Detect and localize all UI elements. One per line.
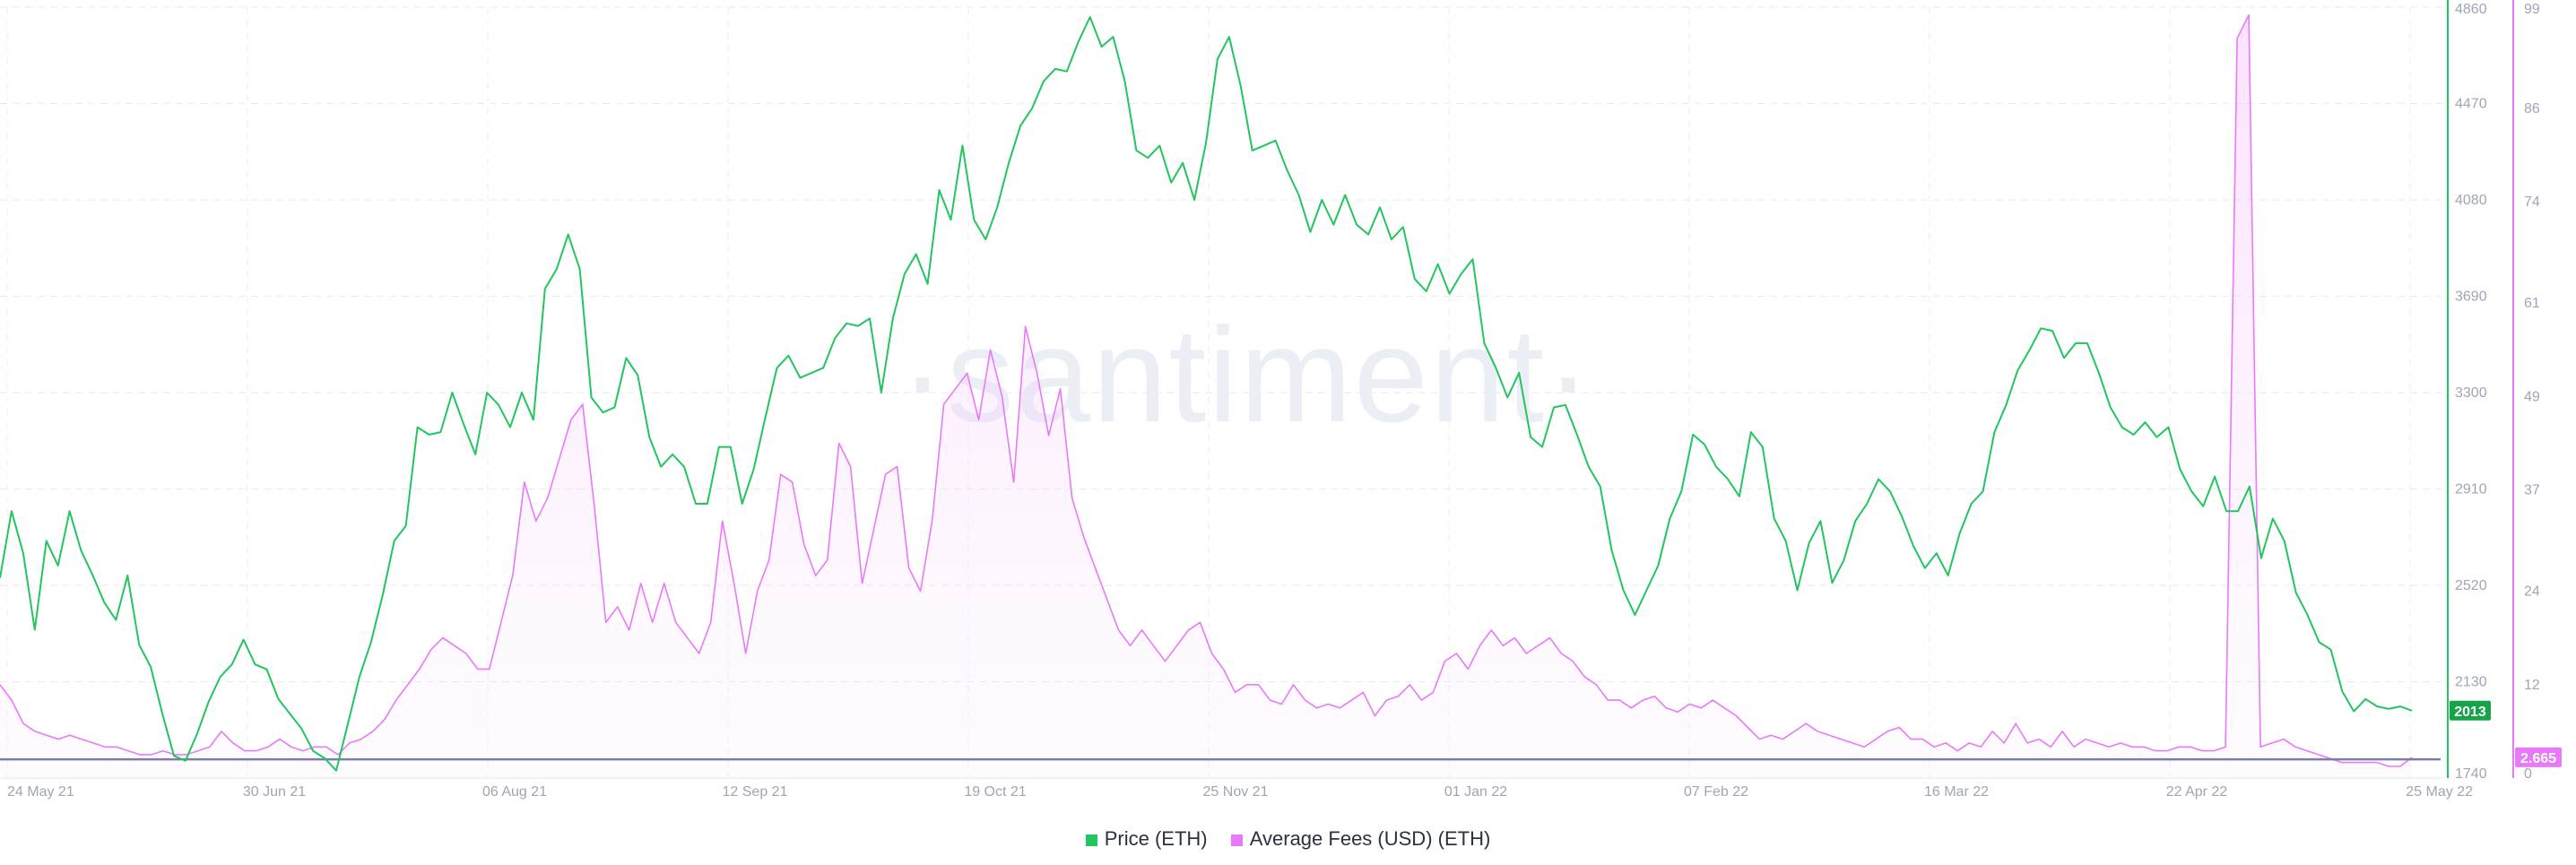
x-tick-label-0: 24 May 21 <box>7 784 74 800</box>
fees-badge-label: 2.665 <box>2520 751 2556 766</box>
axes <box>0 0 2514 779</box>
fees-tick-label-0: 0 <box>2524 766 2532 782</box>
x-tick-label-9: 22 Apr 22 <box>2166 784 2228 800</box>
watermark: ·santiment· <box>900 299 1592 450</box>
x-axis-ticks: 24 May 21 30 Jun 21 06 Aug 21 12 Sep 21 19 O… <box>7 784 2473 800</box>
price-tick-label-0: 1740 <box>2455 766 2487 782</box>
price-tick-label-3: 2910 <box>2455 482 2487 497</box>
fees-line-path <box>0 13 2413 767</box>
price-tick-label-5: 3690 <box>2455 290 2487 305</box>
fees-tick-label-6: 74 <box>2524 195 2540 210</box>
price-tick-label-6: 4080 <box>2455 193 2487 208</box>
x-tick-label-8: 16 Mar 22 <box>1924 784 1989 800</box>
price-tick-label-4: 3300 <box>2455 385 2487 401</box>
x-tick-label-7: 07 Feb 22 <box>1684 784 1748 800</box>
fees-tick-label-2: 24 <box>2524 584 2540 600</box>
fees-tick-label-3: 37 <box>2524 483 2540 498</box>
x-tick-label-1: 30 Jun 21 <box>243 784 306 800</box>
legend-swatch-price <box>1085 835 1097 847</box>
price-badge-bg <box>2450 700 2491 721</box>
x-tick-label-6: 01 Jan 22 <box>1444 784 1507 800</box>
legend: Price (ETH) Average Fees (USD) (ETH) <box>0 826 2576 851</box>
price-series-line[interactable] <box>0 16 2413 772</box>
price-tick-label-2: 2520 <box>2455 578 2487 593</box>
fees-tick-label-5: 61 <box>2524 296 2540 311</box>
fees-series-line[interactable] <box>0 13 2413 767</box>
x-tick-label-2: 06 Aug 21 <box>482 784 547 800</box>
fees-tick-label-7: 86 <box>2524 101 2540 117</box>
price-tick-label-1: 2130 <box>2455 675 2487 690</box>
legend-label-fees: Average Fees (USD) (ETH) <box>1249 827 1491 851</box>
x-tick-label-4: 19 Oct 21 <box>964 784 1026 800</box>
price-tick-label-7: 4470 <box>2455 97 2487 112</box>
x-tick-label-5: 25 Nov 21 <box>1203 784 1269 800</box>
x-tick-label-10: 25 May 22 <box>2406 784 2473 800</box>
price-tick-label-8: 4860 <box>2455 2 2487 17</box>
fees-tick-label-8: 99 <box>2524 2 2540 17</box>
price-badge-label: 2013 <box>2454 705 2486 720</box>
price-axis-ticks: 1740 2130 2520 2910 3300 3690 4080 4470 4860 <box>2455 2 2487 782</box>
fees-badge-bg <box>2515 747 2562 767</box>
legend-item-price[interactable]: Price (ETH) <box>1085 827 1208 851</box>
legend-item-fees[interactable]: Average Fees (USD) (ETH) <box>1230 827 1491 851</box>
fees-tick-label-4: 49 <box>2524 389 2540 404</box>
x-tick-label-3: 12 Sep 21 <box>723 784 788 800</box>
fees-axis-ticks: 0 12 24 37 49 61 74 86 99 <box>2524 2 2540 782</box>
legend-swatch-fees <box>1230 835 1243 847</box>
current-value-badges: 2013 2.665 <box>2450 700 2562 767</box>
price-line-path <box>0 16 2413 772</box>
legend-label-price: Price (ETH) <box>1104 827 1208 851</box>
fees-tick-label-1: 12 <box>2524 678 2540 693</box>
